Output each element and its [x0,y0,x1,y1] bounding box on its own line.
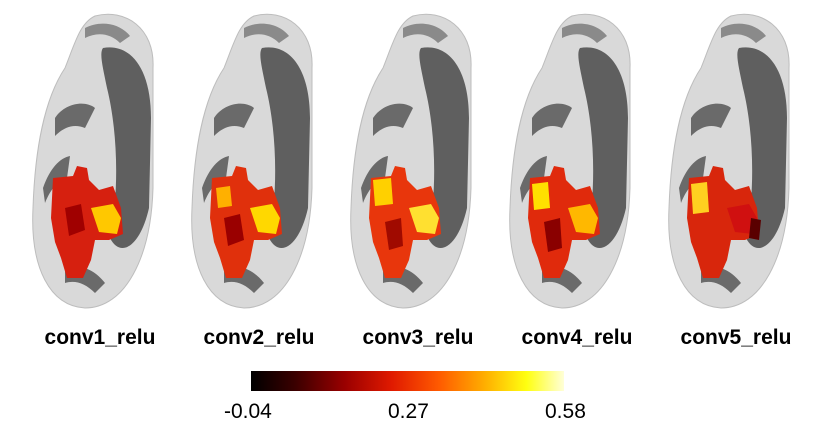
panel-label: conv5_relu [680,326,792,349]
colorbar-tick-min: -0.04 [224,400,272,423]
panel-label: conv1_relu [44,326,156,349]
panel-label: conv4_relu [521,326,633,349]
brain-surface-image [509,13,631,309]
brain-panel-conv5: conv5_relu [661,8,811,353]
panel-label: conv2_relu [203,326,315,349]
brain-panel-conv1: conv1_relu [25,8,175,353]
colorbar-tick-max: 0.58 [545,400,586,423]
brain-panel-conv4: conv4_relu [502,8,652,353]
colorbar [251,371,564,391]
colorbar-tick-mid: 0.27 [388,400,429,423]
brain-panel-conv2: conv2_relu [184,8,334,353]
brain-surface-image [32,13,154,309]
brain-surface-image [191,13,313,309]
brain-surface-image [350,13,472,309]
panel-label: conv3_relu [362,326,474,349]
brain-panel-conv3: conv3_relu [343,8,493,353]
brain-surface-image [668,13,790,309]
